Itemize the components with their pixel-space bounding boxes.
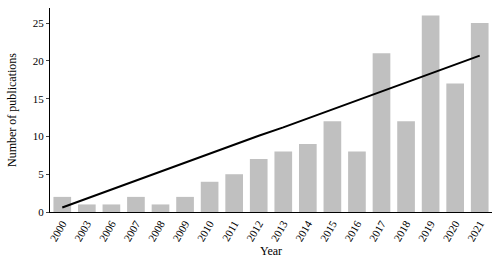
svg-text:0: 0: [38, 206, 44, 218]
svg-text:2011: 2011: [219, 218, 240, 243]
svg-text:2015: 2015: [317, 218, 339, 243]
svg-text:2020: 2020: [440, 218, 462, 243]
svg-text:5: 5: [38, 168, 44, 180]
svg-text:10: 10: [33, 130, 45, 142]
svg-text:2013: 2013: [268, 218, 290, 243]
svg-text:2009: 2009: [170, 218, 192, 243]
svg-text:Number of publications: Number of publications: [5, 53, 19, 167]
svg-text:2014: 2014: [293, 218, 315, 243]
svg-text:15: 15: [33, 93, 45, 105]
svg-text:2006: 2006: [96, 218, 118, 243]
svg-text:2000: 2000: [47, 218, 69, 243]
svg-text:2008: 2008: [146, 218, 168, 243]
svg-text:2018: 2018: [391, 218, 413, 243]
svg-text:2012: 2012: [244, 218, 265, 243]
svg-text:2007: 2007: [121, 218, 143, 243]
svg-text:20: 20: [33, 55, 45, 67]
svg-text:Year: Year: [260, 244, 282, 258]
svg-text:2003: 2003: [72, 218, 94, 243]
svg-text:2021: 2021: [465, 218, 486, 243]
svg-text:2010: 2010: [195, 218, 217, 243]
svg-text:2017: 2017: [367, 218, 389, 243]
svg-text:2016: 2016: [342, 218, 364, 243]
svg-text:2019: 2019: [416, 218, 438, 243]
svg-text:25: 25: [33, 17, 45, 29]
